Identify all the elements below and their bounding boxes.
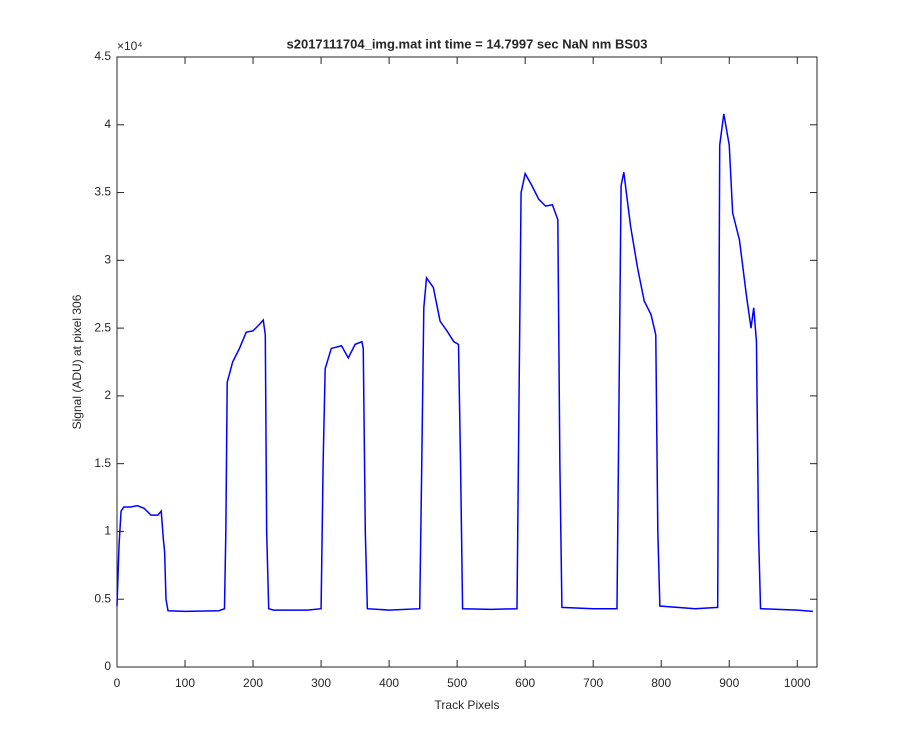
y-tick-label: 4.5 (94, 49, 111, 63)
x-tick-label: 0 (114, 676, 121, 690)
x-tick-label: 900 (719, 676, 739, 690)
x-tick-label: 500 (447, 676, 467, 690)
y-tick-label: 0.5 (94, 591, 111, 605)
x-tick-label: 1000 (784, 676, 811, 690)
y-tick-label: 0 (104, 659, 111, 673)
x-tick-label: 800 (651, 676, 671, 690)
y-tick-label: 4 (104, 117, 111, 131)
plot-frame (116, 56, 818, 668)
x-tick-label: 600 (515, 676, 535, 690)
y-tick-label: 1 (104, 524, 111, 538)
x-tick-label: 700 (583, 676, 603, 690)
y-tick-label: 2 (104, 388, 111, 402)
y-tick-label: 2.5 (94, 320, 111, 334)
data-line (116, 113, 813, 613)
x-tick-label: 100 (175, 676, 195, 690)
x-tick-label: 400 (379, 676, 399, 690)
y-tick-label: 3 (104, 253, 111, 267)
x-tick-label: 200 (243, 676, 263, 690)
y-tick-label: 1.5 (94, 456, 111, 470)
chart-title: s2017111704_img.mat int time = 14.7997 s… (287, 36, 648, 51)
y-axis-label: Signal (ADU) at pixel 306 (70, 294, 84, 429)
y-exponent: ×10⁴ (117, 39, 143, 53)
x-axis-label: Track Pixels (435, 698, 500, 712)
x-tick-label: 300 (311, 676, 331, 690)
y-tick-label: 3.5 (94, 185, 111, 199)
